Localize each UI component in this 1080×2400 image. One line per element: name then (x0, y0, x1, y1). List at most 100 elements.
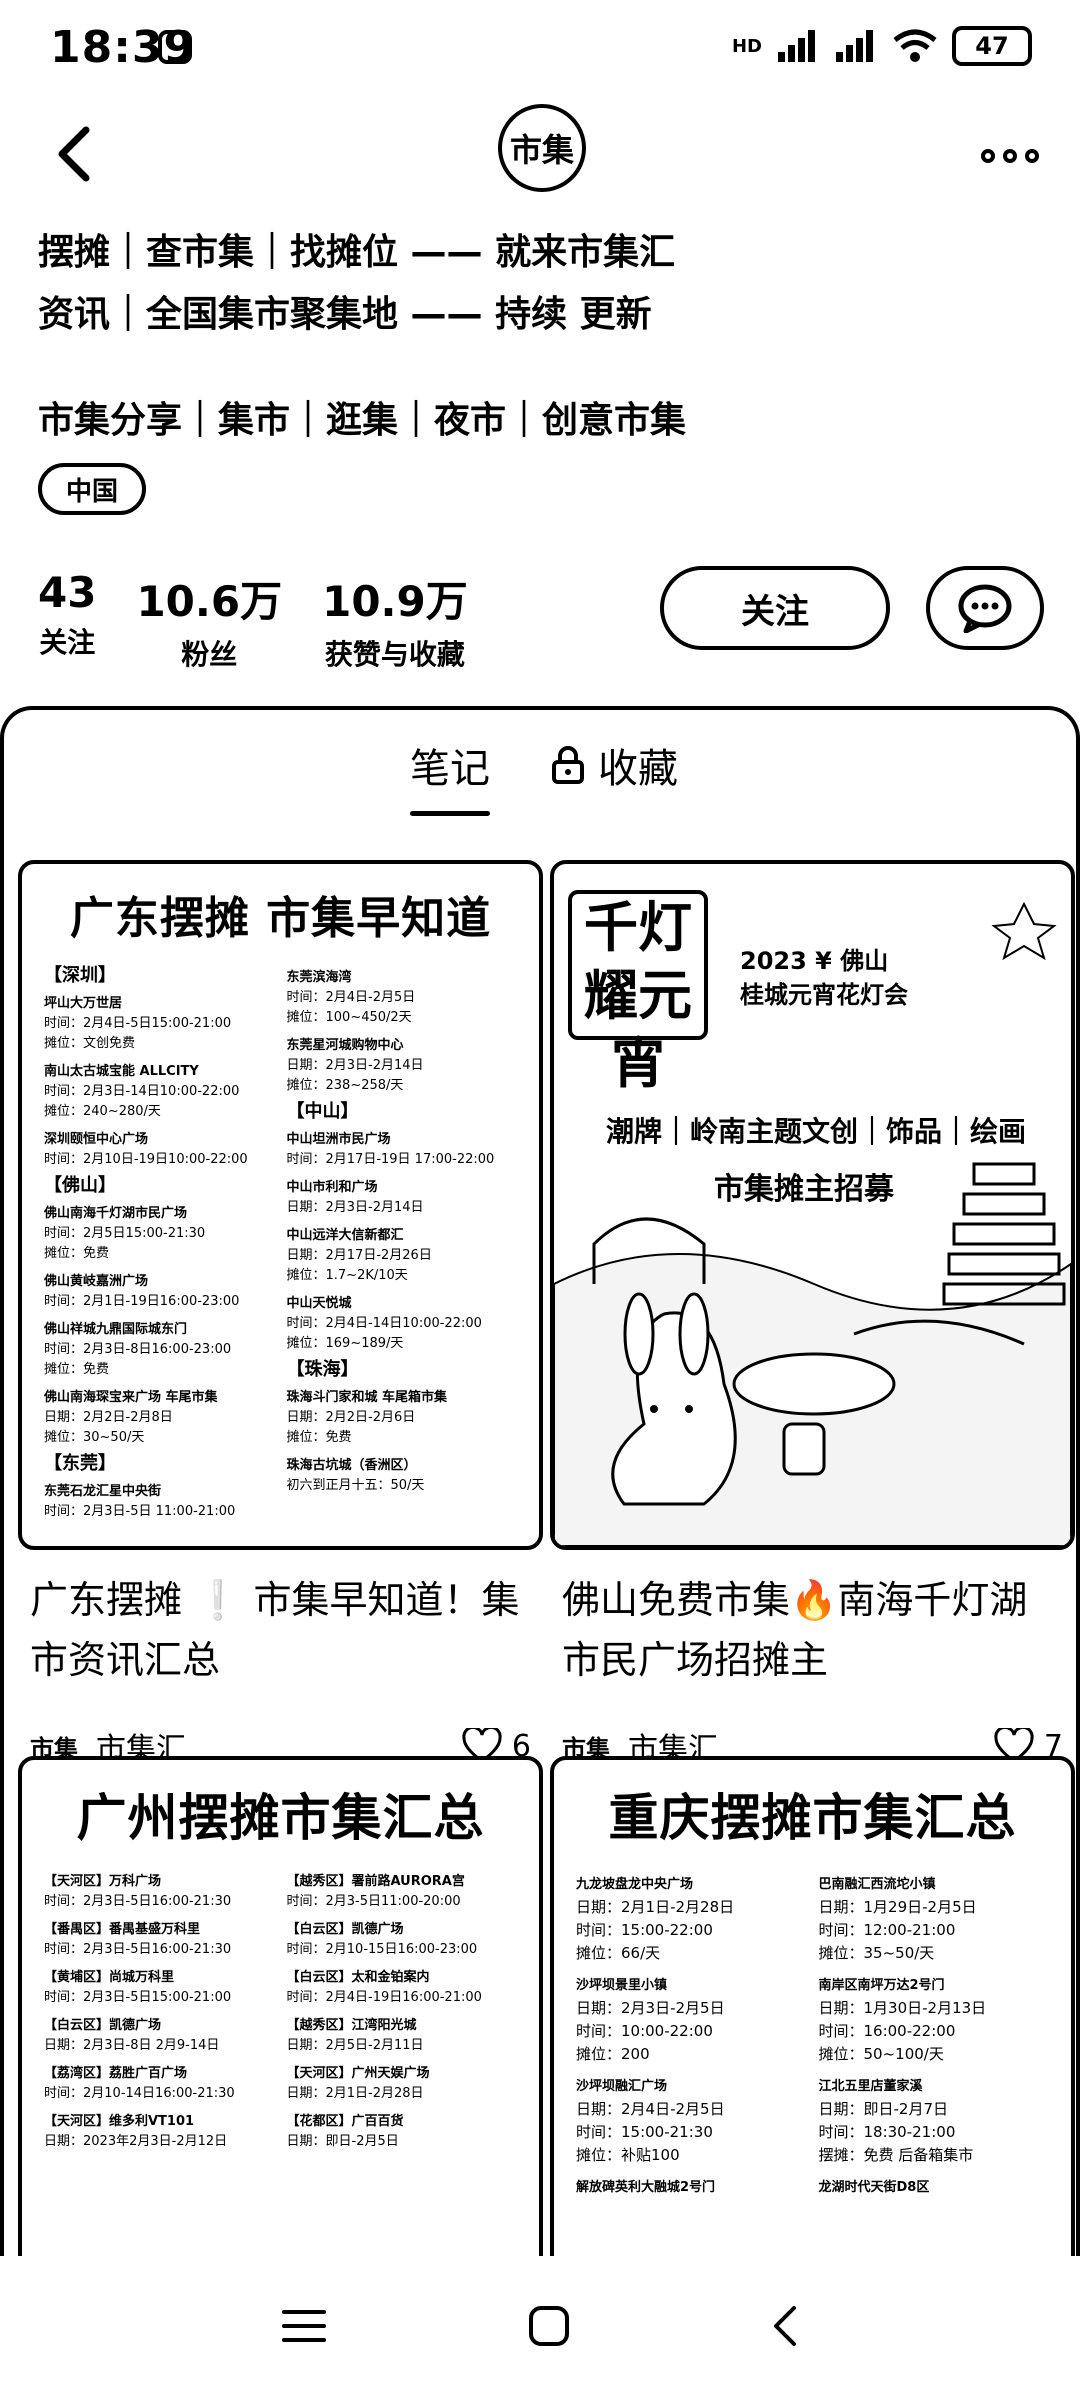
entry-line: 日期：2月1日-2月28日 (576, 1898, 735, 1916)
entry-name: 中山坦洲市民广场 (286, 1132, 391, 1147)
entry-line: 日期：2月17日-2月26日 (286, 1248, 432, 1263)
stat-value: 10.9万 (322, 577, 468, 626)
poster-entry: 珠海古坑城（香洲区） 初六到正月十五：50/天 (287, 1456, 518, 1496)
entry-line: 摊位：238~258/天 (286, 1078, 404, 1093)
menu-icon (281, 2310, 326, 2342)
note-title[interactable]: 广东摆摊 ❕ 市集早知道！集市资讯汇总 (30, 1578, 520, 1682)
back-button[interactable] (34, 114, 114, 194)
poster-entry: 珠海斗门家和城 车尾箱市集 日期：2月2日-2月6日 摊位：免费 (287, 1388, 518, 1448)
region-label: 中国 (66, 476, 119, 507)
stat-followers[interactable]: 10.6万 粉丝 (136, 568, 282, 673)
entry-name: 【白云区】凯德广场 (286, 1922, 404, 1937)
content-tabs: 笔记 收藏 (4, 710, 1080, 820)
poster-entry: 【番禺区】番禺基盛万科里 时间：2月3日-5日16:00-21:30 (44, 1920, 275, 1960)
poster-region: 【中山】 (286, 1101, 359, 1122)
entry-name: 东莞滨海湾 (286, 970, 352, 985)
region-tag: 中国 (38, 463, 147, 515)
poster-region: 【珠海】 (286, 1359, 359, 1380)
entry-name: 南岸区南坪万达2号门 (818, 1978, 945, 1993)
entry-line: 日期：1月30日-2月13日 (818, 1999, 987, 2017)
poster-region: 【佛山】 (44, 1175, 116, 1196)
lock-icon (158, 30, 192, 64)
entry-line: 时间：10:00-22:00 (576, 2022, 713, 2040)
poster-entry: 解放碑英利大融城2号门 (576, 2175, 807, 2199)
stat-likes[interactable]: 10.9万 获赞与收藏 (322, 568, 468, 673)
like-button[interactable]: 6 (462, 1728, 531, 1764)
poster-entry: 沙坪坝融汇广场 日期：2月4日-2月5日 时间：15:00-21:30 摊位：补贴10… (576, 2074, 807, 2167)
account-logo[interactable]: 市集 (498, 104, 586, 192)
entry-line: 摊位：免费 (44, 1246, 110, 1261)
follow-button[interactable]: 关注 (660, 566, 890, 650)
entry-line: 时间：15:00-22:00 (576, 1921, 713, 1939)
entry-name: 【黄埔区】尚城万科里 (44, 1970, 175, 1985)
content-panel: 笔记 收藏 广东摆摊 市集早知道 【深圳】 坪山大万世居 时间：2月4日-5日15… (0, 706, 1080, 2400)
entry-name: 沙坪坝融汇广场 (576, 2079, 668, 2094)
poster-entry: 【黄埔区】尚城万科里 时间：2月3日-5日15:00-21:00 (44, 1968, 275, 2008)
entry-line: 摊位：补贴100 (576, 2146, 680, 2164)
poster-entry: 【越秀区】署前路AURORA宫 时间：2月3-5日11:00-20:00 (287, 1872, 518, 1912)
poster-entry: 南山太古城宝能 ALLCITY 时间：2月3日-14日10:00-22:00 摊位：… (44, 1062, 275, 1122)
entry-line: 初六到正月十五：50/天 (286, 1478, 425, 1493)
like-button[interactable]: 7 (994, 1728, 1063, 1764)
menu-button[interactable] (280, 2306, 328, 2350)
nav-back-button[interactable] (770, 2304, 800, 2352)
entry-name: 【白云区】太和金铂案内 (286, 1970, 430, 1985)
poster-column-left: 【深圳】 坪山大万世居 时间：2月4日-5日15:00-21:00 摊位：文创免费 … (44, 960, 275, 1522)
entry-name: 东莞星河城购物中心 (286, 1038, 404, 1053)
poster-entry: 南岸区南坪万达2号门 日期：1月30日-2月13日 时间：16:00-22:00 摊位… (819, 1973, 1050, 2066)
home-button[interactable] (527, 2304, 571, 2352)
poster-entry: 东莞滨海湾 时间：2月4日-2月5日 摊位：100~450/2天 (287, 968, 518, 1028)
entry-line: 日期：2月3日-2月14日 (286, 1058, 424, 1073)
poster-column-left: 【天河区】万科广场 时间：2月3日-5日16:00-21:30 【番禺区】番禺基盛… (44, 1864, 275, 2152)
festival-title: 千灯耀元宵 (568, 890, 708, 1095)
hd-label: HD (731, 35, 762, 57)
bio-line: 摆摊｜查市集｜找摊位 —— 就来市集汇 (38, 232, 676, 273)
stat-following[interactable]: 43 关注 (38, 568, 96, 673)
entry-line: 摊位：35~50/天 (818, 1944, 935, 1962)
entry-line: 日期：2月3日-8日 2月9-14日 (44, 2038, 220, 2053)
tab-label: 收藏 (598, 746, 678, 792)
note-cover[interactable]: 广东摆摊 市集早知道 【深圳】 坪山大万世居 时间：2月4日-5日15:00-21… (18, 860, 543, 1550)
entry-name: 珠海古坑城（香洲区） (286, 1458, 417, 1473)
poster-entry: 佛山南海千灯湖市民广场 时间：2月5日15:00-21:30 摊位：免费 (44, 1204, 275, 1264)
entry-line: 时间：2月4日-5日15:00-21:00 (44, 1016, 232, 1031)
more-button[interactable] (970, 126, 1050, 186)
note-card[interactable]: 千灯耀元宵 2023 ¥ 佛山 桂城元宵花灯会 潮牌｜岭南主题文创｜饰品｜绘画 … (550, 860, 1075, 1768)
tab-collections[interactable]: 收藏 (550, 736, 678, 794)
chevron-left-icon (58, 126, 90, 182)
note-card[interactable]: 广东摆摊 市集早知道 【深圳】 坪山大万世居 时间：2月4日-5日15:00-21… (18, 860, 543, 1768)
poster-entry: 【白云区】太和金铂案内时间：2月4日-19日16:00-21:00 (287, 1968, 518, 2008)
entry-line: 时间：2月10日-19日10:00-22:00 (44, 1152, 248, 1167)
system-nav-bar (0, 2256, 1080, 2400)
tab-notes[interactable]: 笔记 (410, 736, 490, 816)
poster-entry: 沙坪坝景里小镇 日期：2月3日-2月5日 时间：10:00-22:00 摊位：200 (576, 1973, 807, 2066)
stat-label: 粉丝 (181, 638, 238, 671)
entry-line: 时间：2月3日-5日 11:00-21:00 (44, 1504, 236, 1519)
note-title[interactable]: 佛山免费市集🔥南海千灯湖市民广场招摊主 (562, 1578, 1028, 1682)
message-button[interactable] (926, 566, 1044, 650)
note-cover[interactable]: 千灯耀元宵 2023 ¥ 佛山 桂城元宵花灯会 潮牌｜岭南主题文创｜饰品｜绘画 … (550, 860, 1075, 1550)
poster-entry: 中山市利和广场 日期：2月3日-2月14日 (287, 1178, 518, 1218)
entry-line: 时间：2月3日-5日16:00-21:30 (44, 1894, 232, 1909)
note-poster: 重庆摆摊市集汇总 九龙坡盘龙中央广场 日期：2月1日-2月28日 时间：15:00-… (554, 1760, 1071, 2217)
entry-name: 【番禺区】番禺基盛万科里 (44, 1922, 201, 1937)
bio-line: 资讯｜全国集市聚集地 —— 持续 更新 (38, 294, 652, 335)
entry-line: 摊位：169~189/天 (286, 1336, 404, 1351)
entry-line: 时间：18:30-21:00 (818, 2123, 956, 2141)
entry-line: 日期：2月2日-2月8日 (44, 1410, 173, 1425)
logo-text: 市集 (509, 131, 574, 169)
poster-entry: 中山坦洲市民广场 时间：2月17日-19日 17:00-22:00 (287, 1130, 518, 1170)
poster-entry: 中山天悦城 时间：2月4日-14日10:00-22:00 摊位：169~189/天 (287, 1294, 518, 1354)
poster-region: 【深圳】 (44, 965, 116, 986)
entry-name: 【越秀区】署前路AURORA宫 (286, 1874, 465, 1889)
tab-label: 笔记 (410, 746, 490, 792)
poster-entry: 巴南融汇西流坨小镇 日期：1月29日-2月5日 时间：12:00-21:00 摊位：3… (819, 1872, 1050, 1965)
poster-entry: 【越秀区】江湾阳光城 日期：2月5日-2月11日 (287, 2016, 518, 2056)
entry-line: 时间：12:00-21:00 (818, 1921, 956, 1939)
entry-name: 九龙坡盘龙中央广场 (576, 1877, 694, 1892)
poster-entry: 【天河区】万科广场 时间：2月3日-5日16:00-21:30 (44, 1872, 275, 1912)
poster-entry: 东莞星河城购物中心日期：2月3日-2月14日 摊位：238~258/天 (287, 1036, 518, 1096)
entry-name: 中山市利和广场 (286, 1180, 378, 1195)
entry-line: 时间：2月4日-19日16:00-21:00 (286, 1990, 482, 2005)
profile-stats: 43 关注 10.6万 粉丝 10.9万 获赞与收藏 (38, 568, 468, 673)
